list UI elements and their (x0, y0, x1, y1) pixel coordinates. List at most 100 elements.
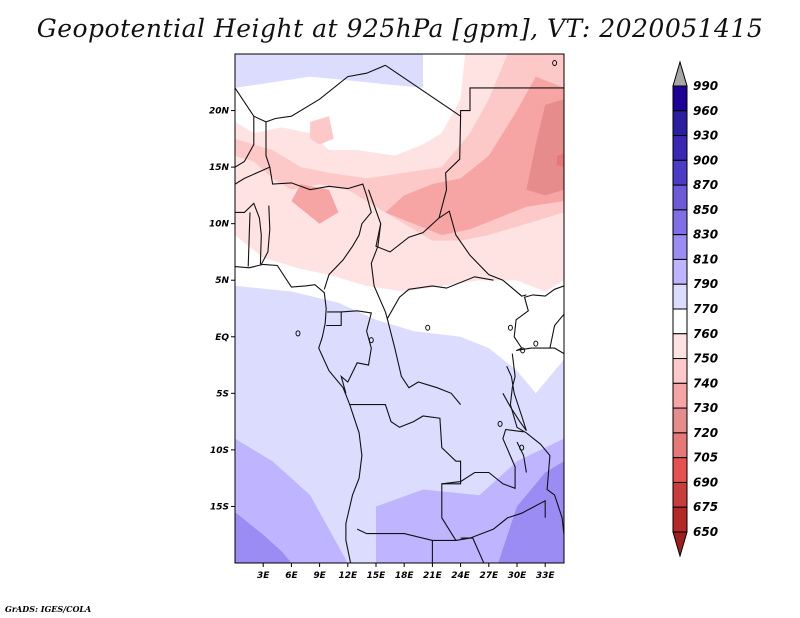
contour-region-705-720 (556, 153, 564, 168)
colorbar-label: 900 (693, 153, 718, 167)
border-line (326, 311, 342, 327)
lake-outline (533, 340, 539, 347)
border-line (502, 365, 527, 432)
border-line (260, 205, 271, 265)
border-line (323, 195, 372, 290)
colorbar-label: 830 (693, 228, 718, 242)
map-frame (234, 53, 565, 564)
y-tick-label: 10S (210, 446, 229, 456)
colorbar-extend-bottom (672, 531, 688, 558)
colorbar-label: 750 (693, 352, 718, 366)
x-tick-label: 27E (479, 571, 499, 581)
colorbar-label: 870 (693, 178, 718, 192)
colorbar-box (672, 358, 688, 384)
x-tick-label: 21E (423, 571, 443, 581)
colorbar-box (672, 283, 688, 310)
x-axis: 3E 6E 9E 12E 15E 18E 21E 24E 27E 30E 33E (257, 563, 555, 581)
contour-field (235, 54, 564, 563)
colorbar-box (672, 382, 688, 409)
colorbar-box (672, 432, 688, 459)
colorbar-label: 740 (693, 376, 718, 390)
x-tick-label: 15E (367, 571, 387, 581)
y-axis: 20N 15N 10N 5N EQ 5S 10S 15S (209, 107, 235, 512)
colorbar-label: 720 (693, 426, 718, 440)
colorbar-box (672, 333, 688, 360)
chart-title: Geopotential Height at 925hPa [gpm], VT:… (36, 14, 764, 43)
contour-region-730-740 (291, 184, 339, 224)
country-borders (235, 60, 564, 563)
x-tick-label: 6E (285, 571, 298, 581)
contour-region-730-740 (385, 76, 564, 235)
colorbar-box (672, 110, 688, 137)
border-line (235, 263, 363, 563)
y-tick-label: 15N (209, 163, 230, 173)
border-line (367, 189, 527, 297)
colorbar-label: 675 (693, 500, 718, 514)
colorbar-box (672, 258, 688, 285)
colorbar-box (672, 481, 688, 508)
y-tick-label: EQ (215, 333, 229, 343)
colorbar-label: 790 (693, 277, 718, 291)
border-line (269, 167, 368, 196)
colorbar-label: 705 (693, 451, 718, 465)
colorbar-box (672, 184, 688, 211)
x-tick-label: 3E (257, 571, 270, 581)
x-tick-label: 12E (338, 571, 358, 581)
contour-region-760-770 (235, 235, 564, 394)
y-tick-label: 15S (210, 502, 229, 512)
colorbar-extend-top (672, 60, 688, 87)
lake-outline (368, 337, 374, 344)
lake-outline (507, 324, 513, 331)
lake-outline (552, 60, 558, 67)
contour-region-770-790 (235, 285, 564, 563)
colorbar-box (672, 135, 688, 161)
border-line (247, 212, 251, 267)
border-line (513, 285, 564, 351)
colorbar-label: 960 (693, 104, 718, 118)
x-tick-label: 24E (451, 571, 471, 581)
y-tick-label: 10N (209, 220, 230, 230)
y-tick-label: 5N (215, 276, 229, 286)
y-tick-label: 5S (216, 389, 229, 399)
border-line (385, 64, 461, 117)
colorbar-label: 990 (693, 79, 718, 93)
border-line (370, 223, 494, 321)
colorbar-box (672, 85, 688, 112)
colorbar: 990 960 930 900 870 850 830 810 790 770 760 750 740 7… (672, 60, 718, 558)
border-line (516, 441, 527, 473)
y-tick-label: 20N (209, 107, 230, 117)
lake-outline (295, 330, 301, 337)
colorbar-label: 810 (693, 252, 718, 266)
colorbar-box (672, 506, 688, 533)
contour-region-740-750 (310, 116, 334, 145)
x-tick-label: 30E (508, 571, 528, 581)
border-line (235, 202, 262, 265)
x-tick-label: 33E (536, 571, 556, 581)
colorbar-box (672, 209, 688, 236)
x-tick-label: 18E (395, 571, 415, 581)
border-line (235, 64, 386, 123)
contour-region-770-790 (235, 54, 423, 88)
border-line (340, 310, 372, 394)
contour-region-810-830 (235, 512, 292, 563)
colorbar-label: 850 (693, 203, 718, 217)
colorbar-label: 690 (693, 475, 718, 489)
colorbar-label: 770 (693, 302, 718, 316)
lake-outline (520, 347, 526, 354)
colorbar-label: 930 (693, 129, 718, 143)
contour-region-790-810 (235, 438, 348, 563)
grads-credit: GrADS: IGES/COLA (5, 604, 92, 614)
border-line (386, 318, 462, 405)
border-line (460, 537, 485, 563)
border-line (549, 313, 564, 349)
lake-outline (497, 420, 503, 427)
lake-outline (519, 444, 525, 451)
border-line (516, 347, 564, 355)
colorbar-box (672, 457, 688, 483)
contour-region-760-770 (235, 54, 466, 156)
border-line (235, 116, 255, 168)
colorbar-box (672, 234, 688, 260)
colorbar-label: 730 (693, 401, 718, 415)
colorbar-label: 760 (693, 327, 718, 341)
